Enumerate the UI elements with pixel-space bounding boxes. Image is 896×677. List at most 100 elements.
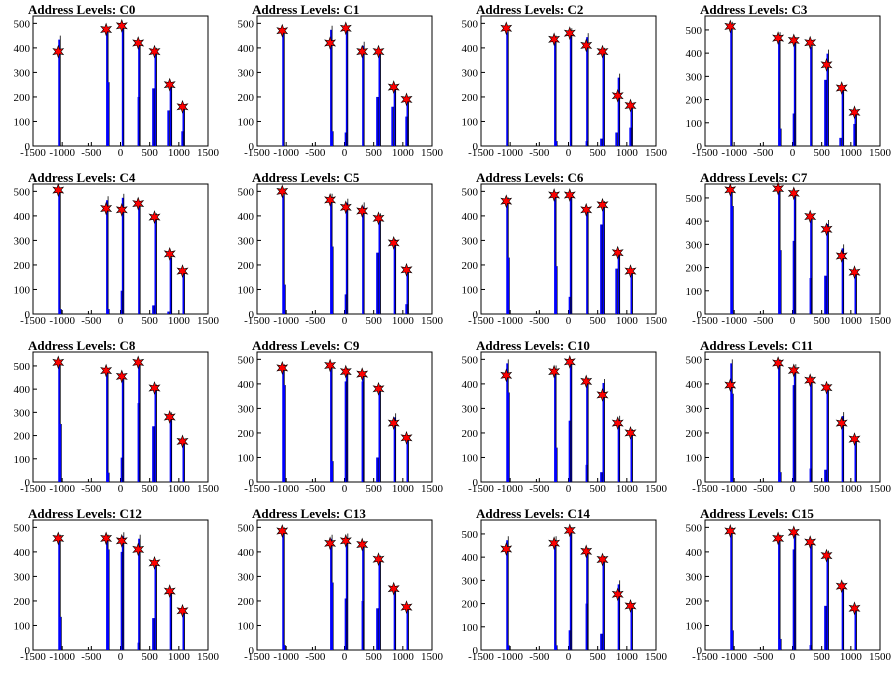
peak-marker	[387, 235, 400, 250]
y-tick-label: 0	[25, 309, 31, 321]
y-tick-label: 400	[238, 379, 255, 391]
x-tick-label: 0	[342, 651, 348, 663]
y-tick-label: 400	[686, 547, 703, 559]
x-tick-label: -1500	[468, 315, 494, 327]
peak-marker	[548, 32, 561, 47]
peak-bar	[169, 593, 172, 650]
peak-bar	[378, 53, 381, 147]
peak-bar	[841, 416, 844, 482]
x-tick-label: -1500	[244, 651, 270, 663]
peak-marker	[400, 430, 413, 445]
y-tick-label: 100	[238, 116, 255, 128]
y-tick-label: 0	[249, 309, 255, 321]
x-tick-label: 1500	[869, 651, 892, 663]
y-tick-label: 200	[238, 260, 255, 272]
peak-bar	[378, 559, 381, 650]
peak-marker	[115, 533, 128, 548]
x-tick-label: 1500	[645, 147, 668, 159]
sub-bar	[792, 113, 795, 146]
sub-bar	[824, 79, 827, 146]
peak-marker	[848, 432, 861, 447]
sub-bar	[585, 464, 588, 482]
x-tick-label: 1000	[840, 315, 863, 327]
peak-marker	[500, 21, 513, 36]
chart-panel-1: Address Levels: C10100200300400500-1500-…	[238, 2, 444, 159]
peak-bar	[810, 219, 813, 314]
sub-bar	[731, 393, 734, 482]
peak-marker	[611, 587, 624, 602]
peak-marker	[724, 524, 737, 538]
y-tick-label: 400	[238, 211, 255, 223]
x-tick-label: 1500	[645, 315, 668, 327]
y-tick-label: 100	[238, 284, 255, 296]
peak-bar	[138, 206, 141, 314]
x-tick-label: -500	[753, 147, 774, 159]
sub-bar	[809, 468, 812, 482]
peak-marker	[848, 265, 861, 280]
y-tick-label: 300	[14, 571, 31, 583]
sub-bar	[361, 381, 364, 482]
chart-title: Address Levels: C15	[700, 506, 814, 521]
peak-bar	[617, 255, 620, 314]
peak-marker	[163, 77, 176, 92]
chart-panel-14: Address Levels: C14 0 100 200 300 400 500 -1500…	[462, 506, 668, 663]
chart-title: Address Levels: C4	[28, 170, 136, 185]
peak-marker	[163, 410, 176, 424]
x-tick-label: 1000	[392, 147, 415, 159]
sub-bar	[137, 403, 140, 482]
x-tick-label: 500	[813, 651, 830, 663]
sub-bar	[331, 246, 334, 314]
x-tick-label: -1000	[721, 651, 747, 663]
peak-marker	[100, 22, 113, 37]
sub-bar	[376, 457, 379, 482]
peak-bar	[826, 554, 829, 650]
sub-bar	[331, 461, 334, 482]
peak-marker	[387, 416, 400, 431]
peak-marker	[596, 44, 609, 59]
peak-marker	[724, 182, 737, 197]
x-tick-label: 0	[790, 315, 796, 327]
sub-bar	[507, 645, 510, 650]
peak-marker	[611, 88, 624, 103]
peak-marker	[276, 184, 289, 199]
y-tick-label: 200	[462, 92, 479, 104]
x-tick-label: 1500	[197, 147, 220, 159]
sub-bar	[59, 423, 62, 482]
peak-bar	[106, 200, 109, 314]
y-tick-label: 300	[686, 239, 703, 251]
peak-marker	[356, 367, 369, 382]
x-tick-label: -1000	[497, 315, 523, 327]
y-tick-label: 100	[238, 452, 255, 464]
x-tick-label: 500	[365, 651, 382, 663]
sub-bar	[120, 290, 123, 314]
peak-bar	[182, 612, 185, 650]
y-tick-label: 300	[462, 403, 479, 415]
peak-bar	[810, 380, 813, 482]
x-tick-label: 0	[566, 315, 572, 327]
y-tick-label: 0	[697, 477, 703, 489]
peak-bar	[345, 537, 348, 650]
peak-marker	[500, 542, 513, 556]
y-tick-label: 400	[14, 43, 31, 55]
x-tick-label: -1000	[273, 483, 299, 495]
peak-bar	[506, 32, 509, 146]
x-tick-label: 500	[589, 315, 606, 327]
peak-bar	[393, 417, 396, 482]
sub-bar	[615, 268, 618, 314]
y-tick-label: 100	[686, 118, 703, 130]
peak-bar	[586, 381, 589, 482]
peak-bar	[330, 197, 333, 314]
sub-bar	[809, 278, 812, 314]
sub-bar	[824, 469, 827, 482]
x-tick-label: 1500	[421, 483, 444, 495]
sub-bar	[629, 127, 632, 146]
x-tick-label: 1000	[616, 147, 639, 159]
x-tick-label: -1000	[273, 651, 299, 663]
peak-marker	[804, 209, 817, 224]
chart-title: Address Levels: C2	[476, 2, 583, 17]
sub-bar	[59, 616, 62, 650]
peak-marker	[163, 584, 176, 599]
chart-panel-6: Address Levels: C60100200300400500-1500-…	[462, 170, 668, 327]
sub-bar	[344, 294, 347, 314]
